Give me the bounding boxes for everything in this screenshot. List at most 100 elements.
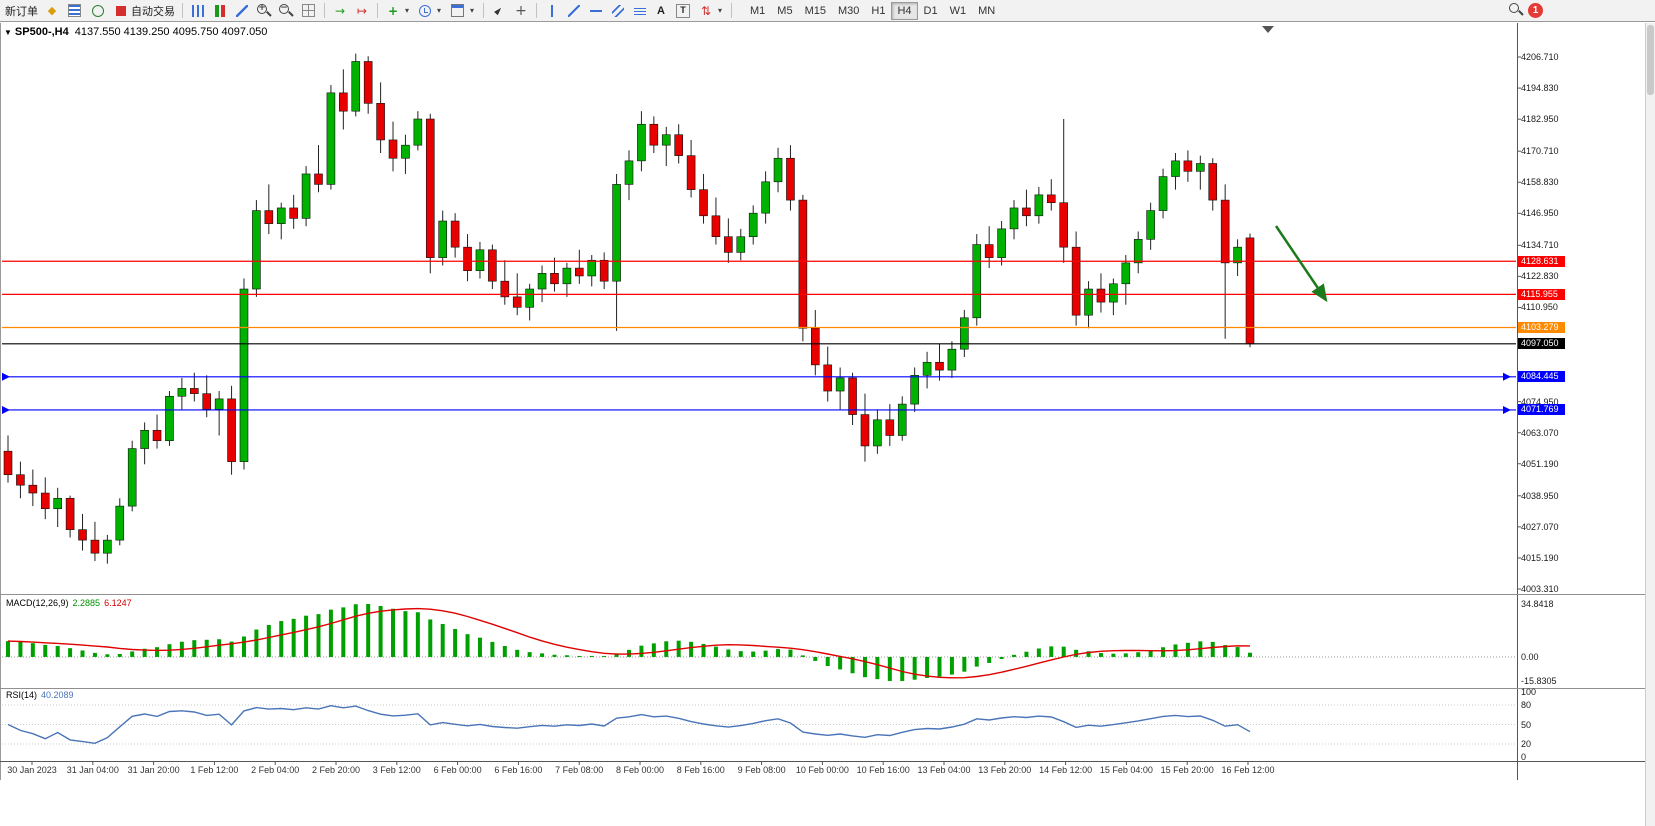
price-axis-label: 4122.830: [1521, 271, 1559, 282]
trend-arrow-annotation: [1274, 225, 1328, 303]
channel-button[interactable]: [607, 1, 629, 21]
periods-button[interactable]: ▾: [414, 1, 446, 21]
candle: [28, 484, 38, 494]
timeframe-button-h1[interactable]: H1: [865, 2, 891, 20]
notification-badge[interactable]: 1: [1528, 2, 1543, 18]
arrows-tool-icon: ⇅: [700, 3, 712, 18]
time-axis-label: 6 Feb 00:00: [433, 765, 482, 775]
candle: [525, 288, 534, 308]
candle: [1084, 288, 1093, 316]
horizontal-line-button[interactable]: [585, 1, 607, 21]
time-axis-label: 6 Feb 16:00: [494, 765, 543, 775]
label-tool-button[interactable]: T: [671, 1, 695, 21]
scrollbar-thumb[interactable]: [1647, 25, 1654, 95]
text-tool-button[interactable]: A: [651, 1, 671, 21]
candle: [761, 181, 770, 214]
candle: [637, 123, 646, 162]
candle: [922, 361, 932, 376]
periods-clock-icon: [417, 3, 433, 19]
time-axis-label: 8 Feb 00:00: [615, 765, 665, 775]
candle: [1109, 283, 1118, 303]
timeframe-button-d1[interactable]: D1: [918, 2, 944, 20]
time-axis-label: 2 Feb 20:00: [311, 765, 361, 775]
time-axis-label: 14 Feb 12:00: [1039, 765, 1093, 775]
navigator-button[interactable]: [86, 1, 110, 21]
zoom-out-icon: −: [278, 3, 294, 19]
candle: [314, 173, 323, 185]
candlestick-chart-button[interactable]: [209, 1, 231, 21]
macd-label: MACD(12,26,9) 2.2885 6.1247: [6, 598, 132, 608]
auto-scroll-button[interactable]: →: [329, 1, 351, 21]
candle: [16, 474, 25, 486]
candle: [1220, 199, 1230, 264]
candle: [388, 139, 398, 159]
candle: [289, 207, 298, 219]
time-axis-label: 10 Feb 16:00: [856, 765, 910, 775]
indicators-button[interactable]: + ▾: [382, 1, 414, 21]
time-axis[interactable]: 30 Jan 2023 31 Jan 04:00 31 Jan 20:00 1 Feb…: [0, 762, 1517, 780]
cursor-button[interactable]: ►: [488, 1, 510, 21]
bar-chart-button[interactable]: [187, 1, 209, 21]
trendline-button[interactable]: [563, 1, 585, 21]
toolbar-separator: [483, 3, 484, 18]
templates-button[interactable]: ▾: [446, 1, 479, 21]
time-axis-label: 1 Feb 12:00: [190, 765, 239, 775]
candle: [326, 92, 336, 185]
timeframe-button-h4[interactable]: H4: [891, 1, 918, 20]
timeframe-button-m15[interactable]: M15: [799, 2, 832, 20]
candle: [202, 393, 212, 410]
timeframe-button-m30[interactable]: M30: [832, 2, 865, 20]
rsi-layer: [2, 704, 1516, 745]
market-watch-button[interactable]: [63, 1, 86, 21]
line-end-arrow-icon: [1503, 372, 1511, 381]
candle: [960, 317, 969, 350]
zoom-in-button[interactable]: +: [253, 1, 275, 21]
price-line-tag: 4128.631: [1518, 255, 1565, 267]
zoom-out-button[interactable]: −: [275, 1, 297, 21]
chart-profiles-button[interactable]: ◆: [41, 1, 63, 21]
fibonacci-button[interactable]: [629, 1, 651, 21]
autotrading-icon: [116, 5, 126, 16]
time-axis-label: 15 Feb 20:00: [1160, 765, 1214, 775]
timeframe-button-m5[interactable]: M5: [771, 2, 798, 20]
toolbar-right-zone: 1: [1508, 2, 1543, 18]
time-axis-label: 31 Jan 20:00: [127, 765, 180, 775]
candle: [425, 118, 435, 258]
candle: [736, 236, 746, 253]
timeframe-button-m1[interactable]: M1: [744, 2, 771, 20]
crosshair-icon: +: [515, 2, 527, 19]
arrows-tool-button[interactable]: ⇅ ▾: [695, 1, 727, 21]
candle: [972, 244, 982, 319]
panel-frame: [0, 23, 1645, 780]
vertical-line-button[interactable]: [541, 1, 563, 21]
price-axis-label: 4110.950: [1521, 302, 1558, 313]
new-order-button[interactable]: 新订单: [2, 1, 41, 21]
time-axis-label: 3 Feb 12:00: [372, 765, 421, 775]
vertical-line-icon: [546, 4, 558, 17]
chart-shift-icon: ↦: [356, 3, 368, 18]
candle: [301, 173, 311, 219]
timeframe-button-mn[interactable]: MN: [972, 2, 1001, 20]
price-axis-label: 4194.830: [1521, 83, 1559, 94]
time-axis-label: 16 Feb 12:00: [1221, 765, 1275, 775]
vertical-scrollbar[interactable]: [1645, 23, 1655, 826]
candle: [562, 267, 572, 285]
tile-windows-button[interactable]: [297, 1, 320, 21]
autotrading-button[interactable]: 自动交易: [110, 1, 178, 21]
timeframe-button-w1[interactable]: W1: [944, 2, 973, 20]
crosshair-button[interactable]: +: [510, 1, 532, 21]
chart-shift-button[interactable]: ↦: [351, 1, 373, 21]
candle: [575, 267, 584, 277]
candle: [612, 184, 621, 282]
price-axis[interactable]: 4206.710 4194.830 4182.950 4170.710 4158.830…: [1518, 23, 1645, 761]
search-icon[interactable]: [1508, 2, 1524, 18]
rsi-value: 40.2089: [41, 690, 74, 700]
candle: [810, 327, 820, 366]
horizontal-lines-layer: [2, 260, 1516, 414]
line-chart-icon: [236, 4, 248, 17]
line-chart-button[interactable]: [231, 1, 253, 21]
candle: [711, 215, 721, 238]
candle: [537, 273, 547, 290]
window-menu-icon[interactable]: ▼: [4, 28, 12, 37]
